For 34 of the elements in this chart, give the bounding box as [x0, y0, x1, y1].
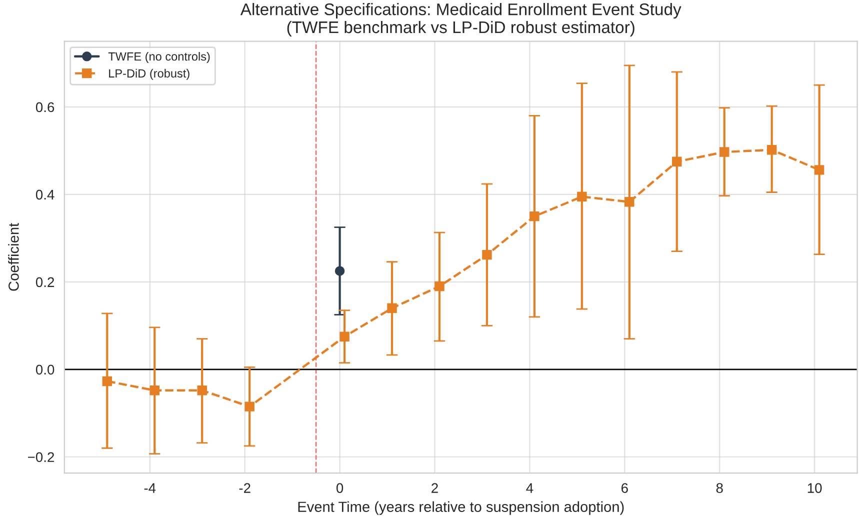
- point: [719, 147, 730, 157]
- point: [766, 144, 777, 155]
- x-tick-label: 6: [621, 483, 628, 493]
- legend-label: TWFE (no controls): [108, 52, 210, 63]
- y-tick-label: 0.4: [36, 190, 54, 200]
- point: [530, 211, 540, 222]
- point: [814, 165, 824, 175]
- legend-label: LP-DiD (robust): [109, 68, 190, 80]
- y-axis-title: Coefficient: [8, 222, 19, 291]
- x-tick-label: 8: [716, 483, 723, 493]
- point: [150, 386, 160, 396]
- y-tick-label: 0.2: [36, 277, 54, 288]
- y-tick-label: −0.2: [28, 452, 54, 462]
- point: [340, 332, 350, 342]
- x-tick-label: -2: [239, 483, 250, 493]
- point: [434, 281, 444, 292]
- x-tick-label: 2: [432, 483, 438, 493]
- x-axis-title: Event Time (years relative to suspension adoption): [298, 501, 624, 515]
- x-tick-label: 10: [808, 483, 822, 493]
- point: [102, 376, 112, 386]
- point: [482, 250, 492, 260]
- x-tick-label: 0: [336, 483, 344, 493]
- point: [577, 192, 587, 202]
- point: [387, 303, 397, 314]
- x-tick-label: 4: [526, 483, 534, 493]
- point: [197, 386, 207, 396]
- point: [672, 156, 682, 166]
- x-tick-label: -4: [144, 483, 156, 493]
- point: [244, 402, 254, 412]
- y-tick-label: 0.6: [36, 102, 54, 112]
- chart-title: Alternative Specifications: Medicaid Enrollment Event Study (TWFE benchmark vs LP-DiD robust estimator): [240, 2, 682, 36]
- y-tick-label: 0.0: [36, 364, 54, 375]
- point: [334, 266, 345, 276]
- point: [624, 197, 634, 207]
